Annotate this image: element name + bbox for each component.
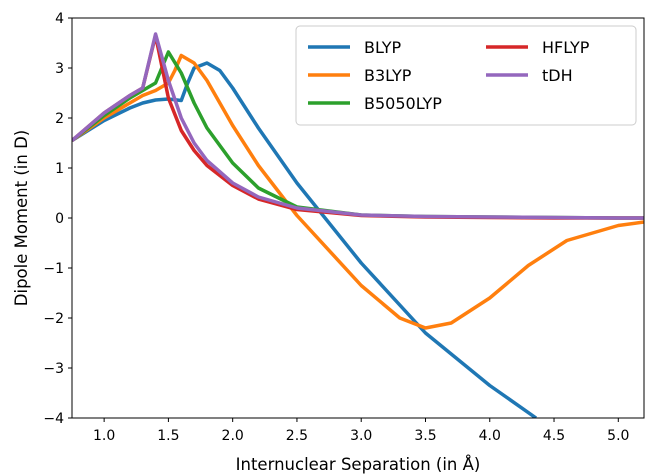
series-lines [72, 32, 644, 418]
series-line-blyp [72, 61, 538, 418]
y-tick-label: −4 [43, 411, 64, 427]
legend-label-b5050lyp: B5050LYP [364, 94, 442, 113]
x-tick-label: 3.0 [350, 428, 372, 444]
x-axis-label: Internuclear Separation (in Å) [236, 455, 481, 474]
y-tick-label: 1 [55, 161, 64, 177]
legend-label-hflyp: HFLYP [542, 38, 590, 57]
y-tick-label: 3 [55, 61, 64, 77]
x-tick-label: 2.5 [286, 428, 308, 444]
y-tick-label: −2 [43, 311, 64, 327]
legend-frame [295, 25, 637, 126]
legend-label-tdh: tDH [542, 66, 573, 85]
y-tick-label: 2 [55, 111, 64, 127]
y-tick-label: 0 [55, 211, 64, 227]
axis-ticks: 1.0 1.5 2.0 2.5 3.0 3.5 4.0 4.5 5.0 −4 −3 −2 −1 0 1 2 3 4 [43, 11, 629, 444]
legend-label-b3lyp: B3LYP [364, 66, 412, 85]
series-line-b3lyp [72, 53, 644, 330]
x-tick-label: 1.0 [93, 428, 115, 444]
x-tick-label: 1.5 [157, 428, 179, 444]
x-tick-label: 2.0 [222, 428, 244, 444]
y-axis-label: Dipole Moment (in D) [12, 130, 31, 306]
y-tick-label: −3 [43, 361, 64, 377]
x-tick-label: 4.0 [479, 428, 501, 444]
y-tick-label: 4 [55, 11, 64, 27]
legend: BLYP B3LYP B5050LYP HFLYP tDH [295, 25, 637, 126]
y-tick-label: −1 [43, 261, 64, 277]
x-tick-label: 4.5 [543, 428, 565, 444]
series-line-tdh [72, 32, 644, 220]
legend-label-blyp: BLYP [364, 38, 402, 57]
x-tick-label: 3.5 [414, 428, 436, 444]
x-tick-label: 5.0 [607, 428, 629, 444]
